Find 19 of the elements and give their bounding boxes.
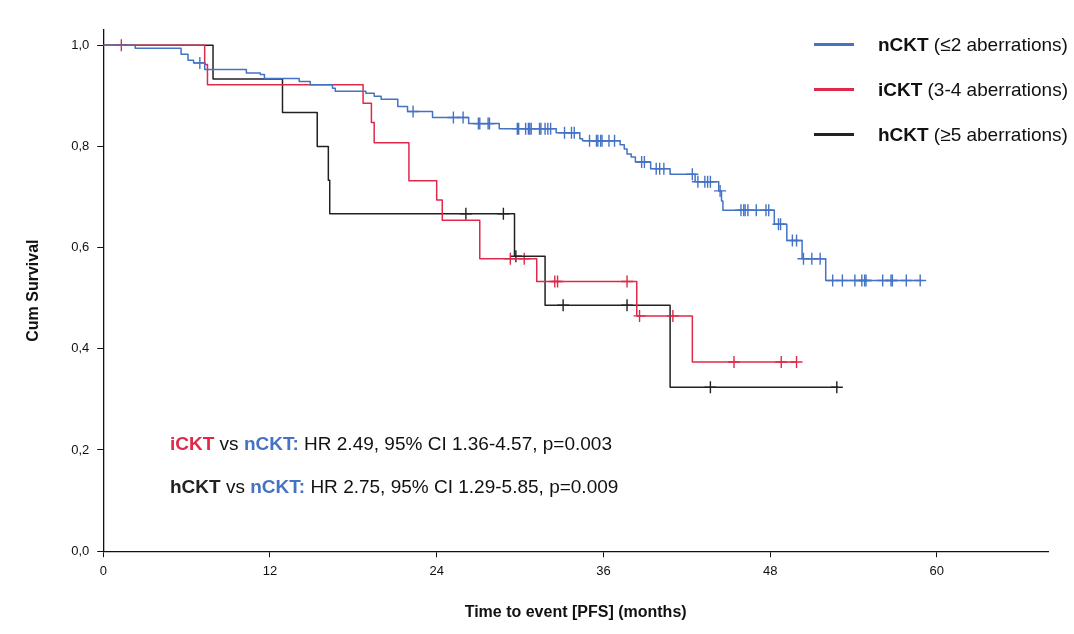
y-tick-label: 0,2 [71,441,90,457]
x-tick-label: 24 [429,562,444,578]
legend-label: nCKT (≤2 aberrations) [877,33,1068,56]
x-tick-label: 12 [262,562,278,578]
text: iCKT vs nCKT: HR 2.49, 95% CI 1.36-4.57, p=0.003 [170,433,613,454]
y-tick-label: 0,0 [71,542,90,558]
y-tick-label: 1,0 [71,36,90,52]
x-tick-label: 48 [762,562,778,578]
x-tick-label: 36 [596,562,611,578]
y-axis-title: Cum Survival [24,239,42,342]
y-tick-label: 0,8 [71,137,90,153]
x-axis-title: Time to event [PFS] (months) [464,602,687,620]
y-tick-label: 0,4 [71,340,90,356]
x-tick-label: 60 [929,562,945,578]
legend-label: iCKT (3-4 aberrations) [877,78,1068,101]
text: hCKT vs nCKT: HR 2.75, 95% CI 1.29-5.85, p=0.009 [170,476,619,497]
legend-label: hCKT (≥5 aberrations) [877,123,1068,146]
y-tick-label: 0,6 [71,239,90,255]
x-tick-label: 0 [99,562,107,578]
